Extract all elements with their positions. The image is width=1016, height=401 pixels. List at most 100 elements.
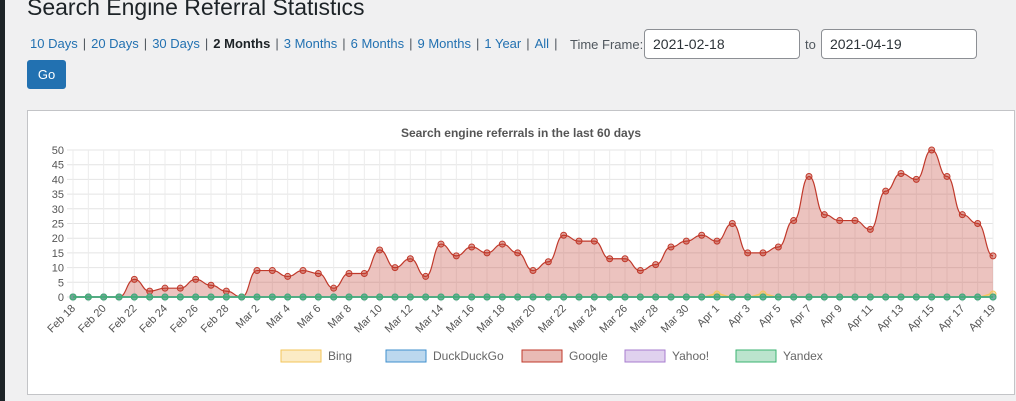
range-link-6-months[interactable]: 6 Months [350, 36, 405, 51]
separator: | [143, 36, 148, 51]
data-point [958, 211, 966, 219]
x-tick-label: Mar 16 [444, 303, 477, 336]
separator: | [554, 36, 558, 51]
data-point [652, 261, 660, 269]
data-point [682, 293, 690, 301]
data-point [391, 264, 399, 272]
data-point [882, 187, 890, 195]
data-point [943, 172, 951, 180]
x-tick-label: Mar 14 [413, 303, 446, 336]
legend-label: Bing [328, 349, 352, 363]
x-tick-label: Mar 22 [536, 303, 569, 336]
data-point [728, 220, 736, 227]
data-point [100, 293, 108, 301]
data-point [345, 293, 353, 301]
data-point [498, 240, 506, 248]
data-point [713, 237, 721, 245]
data-point [759, 249, 767, 257]
referral-chart: Search engine referrals in the last 60 d… [45, 126, 998, 363]
data-point [744, 249, 752, 257]
range-link-all[interactable]: All [534, 36, 550, 51]
data-point [590, 237, 598, 245]
separator: | [275, 36, 279, 51]
data-point [207, 281, 215, 289]
x-tick-label: Mar 4 [264, 303, 292, 331]
legend-swatch [624, 349, 666, 363]
data-point [943, 293, 951, 301]
x-tick-label: Feb 26 [168, 303, 201, 336]
data-point [774, 243, 782, 251]
data-point [636, 267, 644, 275]
data-point [330, 293, 338, 301]
data-point [391, 293, 399, 301]
data-point [544, 293, 552, 301]
series-line [73, 149, 994, 298]
x-tick-label: Mar 12 [383, 303, 416, 336]
chart-container: Search engine referrals in the last 60 d… [27, 110, 1015, 395]
data-point [698, 293, 706, 301]
data-point [176, 284, 184, 292]
data-point [774, 293, 782, 301]
range-link-1-year[interactable]: 1 Year [484, 36, 522, 51]
x-tick-label: Apr 5 [756, 303, 783, 330]
data-point [560, 231, 568, 239]
data-point [146, 287, 154, 295]
range-link-30-days[interactable]: 30 Days [152, 36, 200, 51]
separator: | [475, 36, 480, 51]
legend-swatch [521, 349, 563, 363]
data-point [912, 175, 920, 183]
data-point [713, 293, 721, 301]
data-point [866, 293, 874, 301]
x-tick-label: Mar 10 [352, 303, 385, 336]
y-tick-label: 25 [52, 219, 64, 231]
data-point [728, 293, 736, 301]
separator: | [526, 36, 530, 51]
x-tick-label: Apr 3 [726, 303, 753, 330]
data-point [406, 255, 414, 263]
page-title: Search Engine Referral Statistics [27, 0, 365, 20]
range-link-3-months[interactable]: 3 Months [283, 36, 338, 51]
go-button[interactable]: Go [27, 60, 66, 89]
data-point [560, 293, 568, 301]
data-point [376, 293, 384, 301]
x-tick-label: Apr 11 [845, 303, 876, 334]
data-point [621, 293, 629, 301]
data-point [851, 293, 859, 301]
data-point [836, 217, 844, 225]
data-point [468, 243, 476, 251]
y-tick-label: 40 [52, 174, 64, 186]
y-tick-label: 0 [58, 292, 64, 304]
data-point [84, 293, 92, 301]
data-point [912, 293, 920, 301]
range-link-9-months[interactable]: 9 Months [417, 36, 471, 51]
data-point [161, 293, 169, 301]
range-link-20-days[interactable]: 20 Days [91, 36, 139, 51]
range-current-2-months: 2 Months [213, 36, 271, 51]
data-point [299, 293, 307, 301]
data-point [115, 293, 123, 301]
data-point [437, 293, 445, 301]
data-point [238, 293, 246, 301]
x-tick-label: Mar 30 [659, 303, 692, 336]
data-point [253, 293, 261, 301]
y-tick-label: 10 [52, 263, 64, 275]
data-point [866, 225, 874, 233]
to-date-input[interactable] [821, 29, 977, 59]
data-point [667, 243, 675, 251]
x-tick-label: Mar 8 [326, 303, 354, 331]
series-yandex [69, 293, 997, 301]
admin-sidebar-edge [0, 0, 5, 401]
x-tick-label: Feb 18 [45, 303, 78, 336]
data-point [636, 293, 644, 301]
data-point [667, 293, 675, 301]
data-point [989, 293, 997, 301]
data-point [897, 293, 905, 301]
x-tick-label: Mar 2 [234, 303, 262, 331]
from-date-input[interactable] [644, 29, 800, 59]
legend-swatch [280, 349, 322, 363]
data-point [299, 267, 307, 275]
data-point [406, 293, 414, 301]
range-link-10-days[interactable]: 10 Days [30, 36, 78, 51]
data-point [544, 258, 552, 266]
data-point [682, 237, 690, 245]
